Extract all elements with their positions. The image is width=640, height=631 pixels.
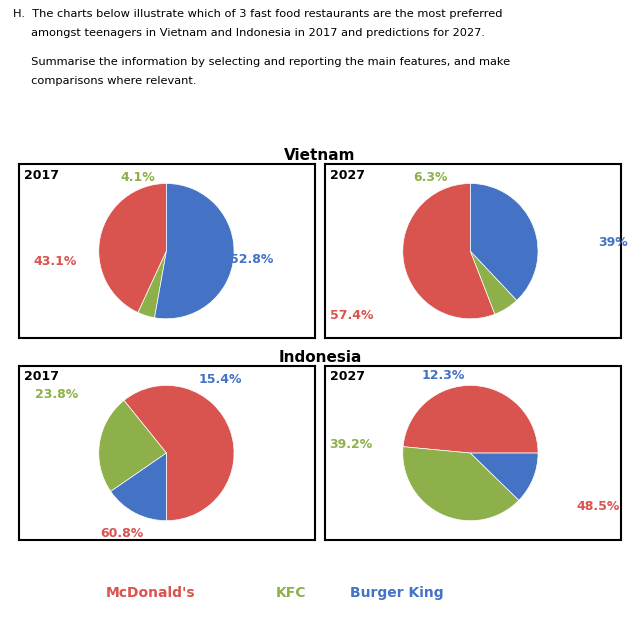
Wedge shape xyxy=(155,184,234,319)
Text: Burger King: Burger King xyxy=(350,586,444,600)
Wedge shape xyxy=(403,184,495,319)
Text: amongst teenagers in Vietnam and Indonesia in 2017 and predictions for 2027.: amongst teenagers in Vietnam and Indones… xyxy=(13,28,485,38)
Text: KFC: KFC xyxy=(276,586,307,600)
Text: Summarise the information by selecting and reporting the main features, and make: Summarise the information by selecting a… xyxy=(13,57,510,67)
Text: 52.8%: 52.8% xyxy=(230,254,274,266)
Wedge shape xyxy=(470,453,538,500)
Text: 12.3%: 12.3% xyxy=(422,369,465,382)
Text: Indonesia: Indonesia xyxy=(278,350,362,365)
Wedge shape xyxy=(403,386,538,453)
Text: 2017: 2017 xyxy=(24,169,60,182)
Wedge shape xyxy=(470,184,538,300)
Text: 15.4%: 15.4% xyxy=(199,374,243,386)
Wedge shape xyxy=(124,386,234,521)
Text: 57.4%: 57.4% xyxy=(330,309,373,322)
Text: 2027: 2027 xyxy=(330,370,365,383)
Text: 23.8%: 23.8% xyxy=(35,388,79,401)
Text: 48.5%: 48.5% xyxy=(576,500,620,512)
Wedge shape xyxy=(99,401,166,492)
Text: H.  The charts below illustrate which of 3 fast food restaurants are the most pr: H. The charts below illustrate which of … xyxy=(13,9,502,20)
Text: 4.1%: 4.1% xyxy=(120,172,155,184)
Text: Vietnam: Vietnam xyxy=(284,148,356,163)
Text: comparisons where relevant.: comparisons where relevant. xyxy=(13,76,196,86)
Text: 43.1%: 43.1% xyxy=(34,256,77,268)
Text: 60.8%: 60.8% xyxy=(100,527,143,540)
Wedge shape xyxy=(470,251,516,314)
Text: 2017: 2017 xyxy=(24,370,60,383)
Text: 39%: 39% xyxy=(598,237,628,249)
Text: McDonald's: McDonald's xyxy=(106,586,195,600)
Wedge shape xyxy=(403,447,519,521)
Text: 2027: 2027 xyxy=(330,169,365,182)
Text: 39.2%: 39.2% xyxy=(330,439,373,451)
Text: 6.3%: 6.3% xyxy=(413,172,447,184)
Wedge shape xyxy=(99,184,166,312)
Wedge shape xyxy=(138,251,166,318)
Wedge shape xyxy=(111,453,166,521)
